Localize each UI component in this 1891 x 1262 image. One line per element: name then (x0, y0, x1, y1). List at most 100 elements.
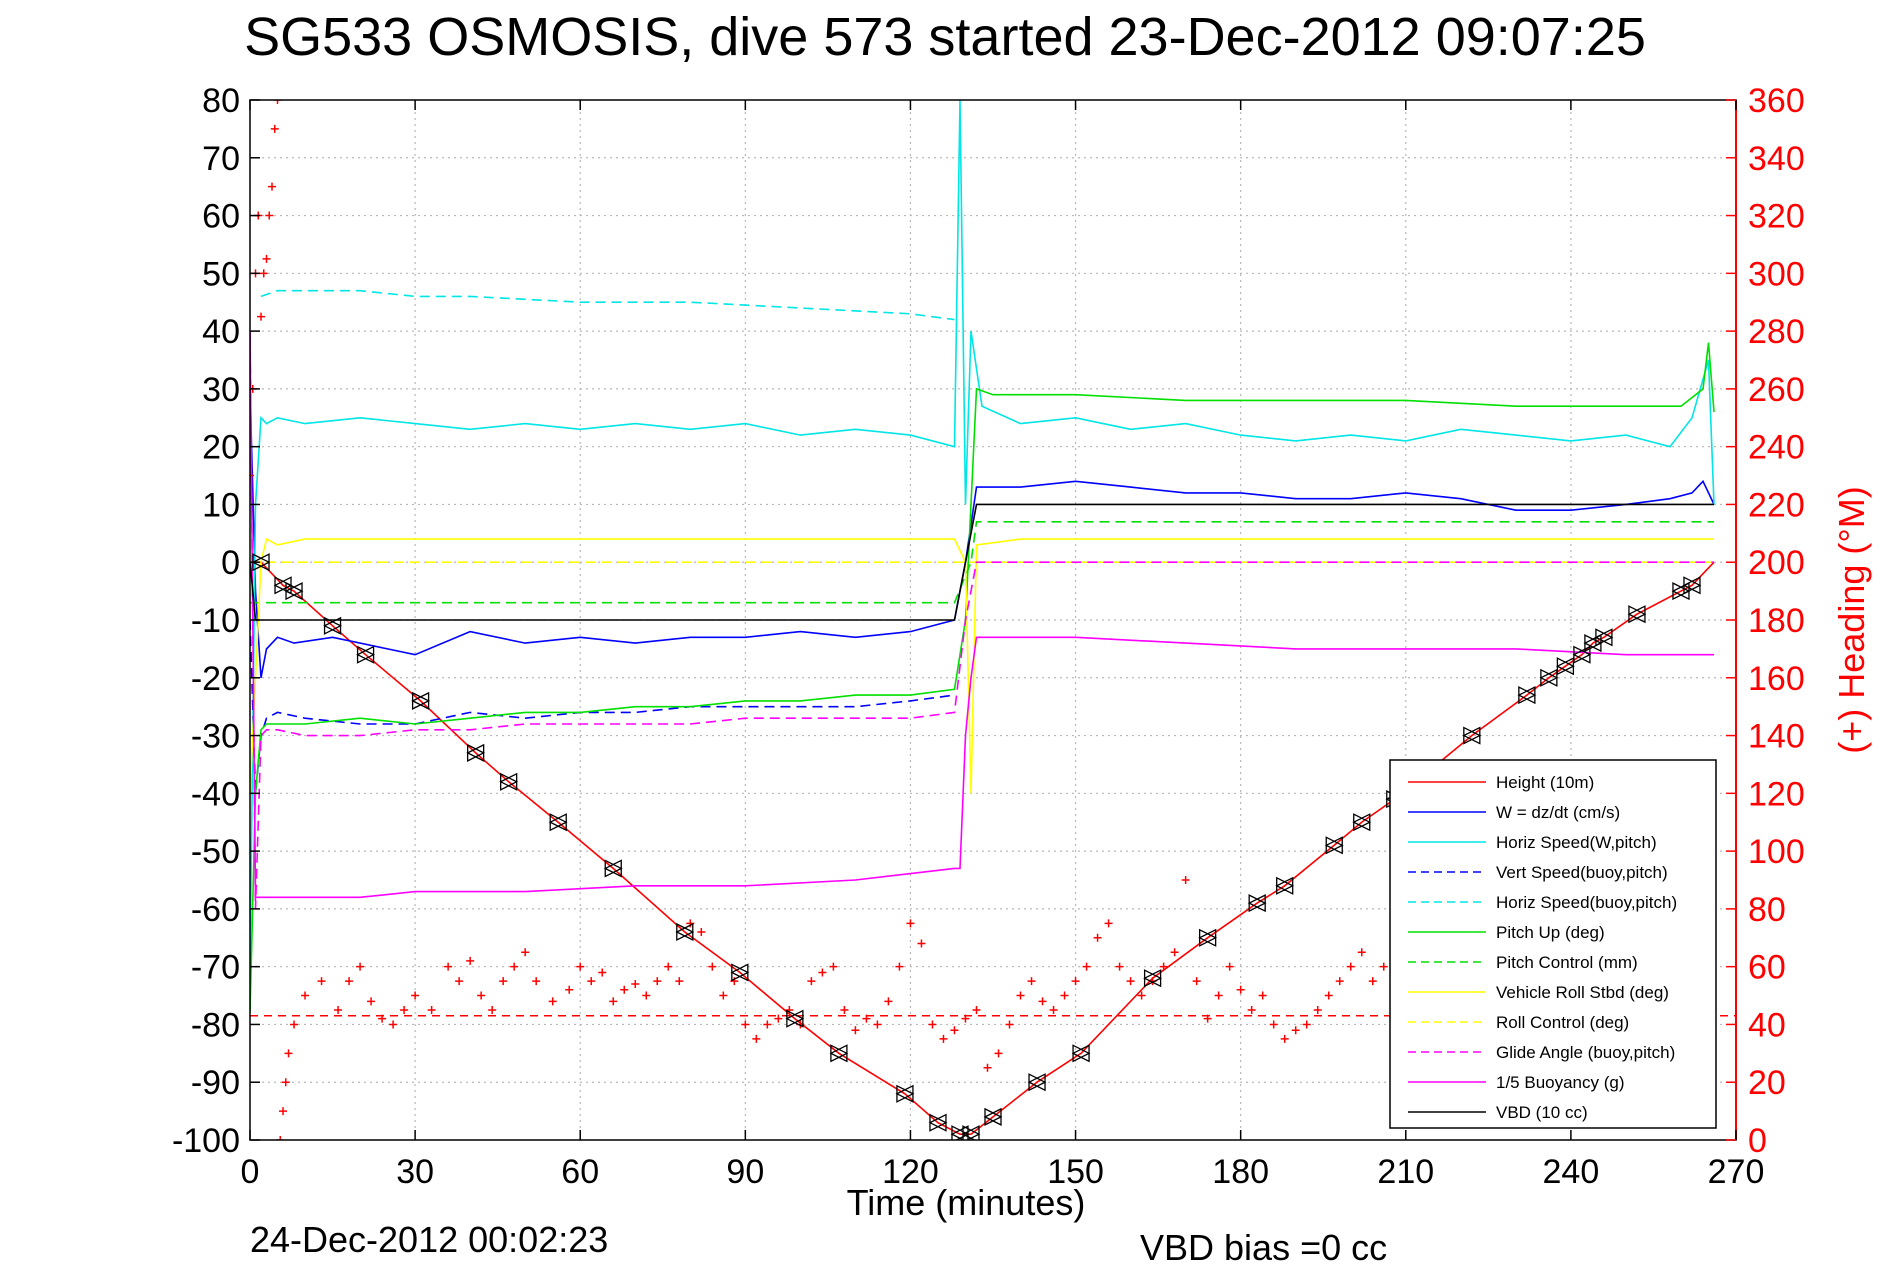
legend-label: Horiz Speed(buoy,pitch) (1496, 893, 1677, 912)
heading-point (411, 991, 420, 1000)
footer-vbd-bias: VBD bias =0 cc (1140, 1227, 1387, 1262)
heading-point (950, 1026, 959, 1035)
heading-point (840, 1006, 849, 1014)
heading-point (719, 991, 728, 1000)
heading-point (1357, 948, 1366, 957)
heading-point (367, 997, 376, 1006)
series-line-glide-angle-buoy-pitch (250, 331, 1714, 909)
heading-point (1005, 1020, 1014, 1029)
heading-point (499, 977, 508, 986)
heading-point (488, 1006, 497, 1014)
height-marker (1198, 928, 1218, 947)
y2-tick-label: 300 (1748, 255, 1805, 293)
heading-point (895, 962, 904, 971)
heading-point (477, 991, 486, 1000)
heading-point (972, 1006, 981, 1014)
series-line-horiz-speed-w-pitch (250, 100, 1715, 967)
series-layer (250, 100, 1715, 1135)
heading-point (565, 985, 574, 994)
y2-tick-label: 240 (1748, 429, 1805, 467)
legend-label: Pitch Up (deg) (1496, 923, 1605, 942)
heading-point (697, 928, 706, 936)
y2-tick-label: 80 (1748, 891, 1786, 929)
x-tick-label: 270 (1708, 1153, 1765, 1191)
height-marker (1247, 894, 1267, 913)
x-axis-ticks: 0 30 60 90 120 150 180 210 240 270 (241, 100, 1765, 1191)
legend-label: Glide Angle (buoy,pitch) (1496, 1043, 1675, 1062)
heading-point (928, 1020, 937, 1029)
heading-point (276, 1136, 285, 1140)
heading-point (1137, 991, 1146, 1000)
heading-point (1181, 876, 1190, 884)
legend-label: VBD (10 cc) (1496, 1103, 1588, 1122)
heading-point (301, 991, 310, 1000)
height-marker (499, 772, 519, 791)
heading-point (1027, 977, 1036, 986)
y2-tick-label: 220 (1748, 486, 1805, 524)
heading-point (444, 962, 453, 971)
y-tick-label: -60 (191, 891, 240, 929)
heading-point (829, 962, 838, 971)
heading-point (317, 977, 326, 986)
heading-point (653, 977, 662, 986)
y-tick-label: -90 (191, 1064, 240, 1102)
height-marker (829, 1044, 849, 1063)
y2-tick-label: 180 (1748, 602, 1805, 640)
height-marker (1572, 645, 1592, 664)
heading-point (620, 985, 629, 994)
legend-label: Height (10m) (1496, 773, 1594, 792)
y-tick-label: -30 (191, 718, 240, 756)
heading-point (752, 1034, 761, 1043)
heading-point (1038, 997, 1047, 1006)
heading-point (1335, 977, 1344, 986)
y2-tick-label: 360 (1748, 82, 1805, 120)
heading-point (1247, 1006, 1256, 1014)
heading-point (1170, 948, 1179, 957)
y-tick-label: 40 (202, 313, 240, 351)
heading-point (1258, 991, 1267, 1000)
height-marker (1143, 969, 1163, 988)
heading-point (466, 956, 475, 965)
height-marker (323, 616, 343, 635)
heading-point (378, 1014, 387, 1023)
legend-label: Vehicle Roll Stbd (deg) (1496, 983, 1669, 1002)
heading-point (1071, 977, 1080, 986)
heading-point (818, 968, 827, 977)
heading-point (1203, 1014, 1212, 1023)
y-tick-label: 70 (202, 140, 240, 178)
heading-point (1269, 1020, 1278, 1029)
y-tick-label: -100 (172, 1122, 240, 1160)
legend: Height (10m) W = dz/dt (cm/s) Horiz Speed(… (1389, 759, 1717, 1129)
heading-point (1049, 1006, 1058, 1014)
heading-point (675, 977, 684, 986)
heading-point (807, 977, 816, 986)
heading-point (884, 997, 893, 1006)
series-line-vehicle-roll-stbd-deg (250, 537, 1714, 794)
height-marker (1627, 605, 1647, 624)
heading-point (994, 1049, 1003, 1058)
heading-point (290, 1020, 299, 1029)
height-marker (548, 813, 568, 832)
heading-point (356, 962, 365, 971)
y-tick-label: -80 (191, 1006, 240, 1044)
height-marker (983, 1107, 1003, 1126)
heading-point (774, 1014, 783, 1023)
chart-title: SG533 OSMOSIS, dive 573 started 23-Dec-2… (244, 7, 1646, 67)
footer-timestamp: 24-Dec-2012 00:02:23 (250, 1219, 608, 1260)
height-marker (950, 1125, 970, 1140)
heading-point (265, 211, 274, 220)
height-marker (1555, 657, 1575, 676)
x-tick-label: 60 (561, 1153, 599, 1191)
y-tick-label: -20 (191, 660, 240, 698)
heading-point (268, 182, 277, 191)
heading-point (1324, 991, 1333, 1000)
heading-point (455, 977, 464, 986)
heading-point (741, 1020, 750, 1029)
heading-point (334, 1006, 343, 1014)
heading-point (1082, 962, 1091, 971)
y-tick-label: 30 (202, 371, 240, 409)
heading-point (983, 1063, 992, 1072)
heading-point (273, 100, 282, 104)
height-marker (928, 1113, 948, 1132)
legend-label: 1/5 Buoyancy (g) (1496, 1073, 1625, 1092)
